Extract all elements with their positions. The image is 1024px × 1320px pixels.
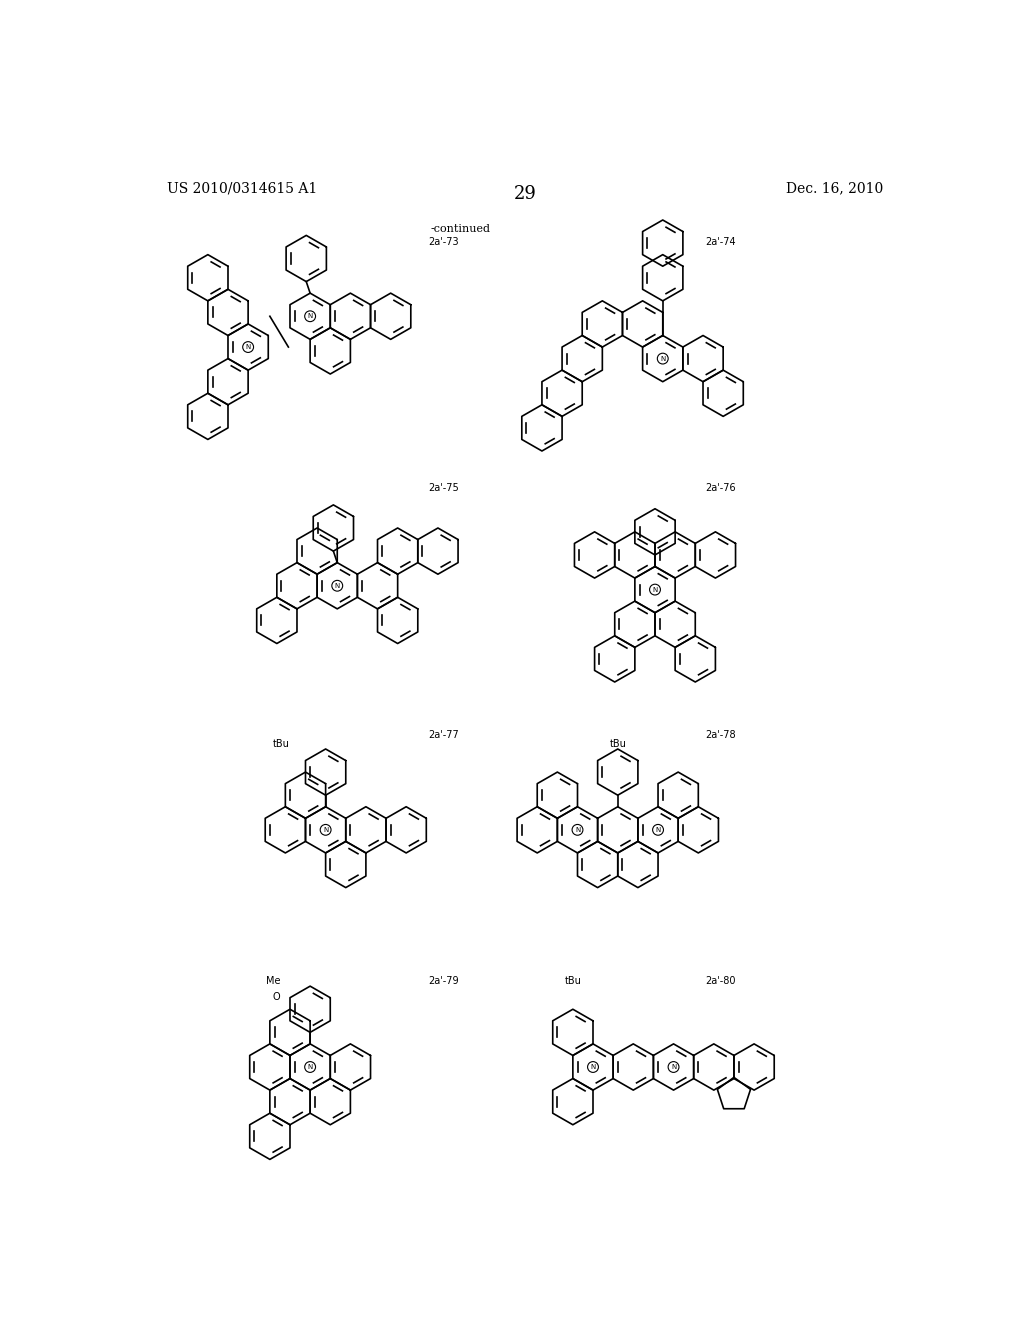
Text: tBu: tBu [564, 977, 582, 986]
Text: 2a'-74: 2a'-74 [706, 238, 736, 247]
Text: 2a'-80: 2a'-80 [706, 977, 736, 986]
Text: N: N [652, 586, 657, 593]
Text: N: N [671, 1064, 676, 1071]
Text: N: N [307, 313, 312, 319]
Text: 2a'-76: 2a'-76 [706, 483, 736, 494]
Text: 2a'-75: 2a'-75 [429, 483, 460, 494]
Text: tBu: tBu [273, 739, 290, 748]
Text: US 2010/0314615 A1: US 2010/0314615 A1 [167, 182, 317, 195]
Text: tBu: tBu [609, 739, 627, 748]
Text: 2a'-79: 2a'-79 [429, 977, 460, 986]
Text: N: N [591, 1064, 596, 1071]
Text: N: N [323, 826, 329, 833]
Text: N: N [307, 1064, 312, 1071]
Text: 29: 29 [513, 185, 537, 203]
Text: N: N [574, 826, 581, 833]
Text: Me: Me [266, 977, 281, 986]
Text: 2a'-78: 2a'-78 [706, 730, 736, 739]
Text: N: N [655, 826, 660, 833]
Text: -continued: -continued [430, 224, 490, 234]
Text: N: N [660, 355, 666, 362]
Text: 2a'-73: 2a'-73 [429, 238, 460, 247]
Text: N: N [246, 345, 251, 350]
Text: 2a'-77: 2a'-77 [429, 730, 460, 739]
Text: Dec. 16, 2010: Dec. 16, 2010 [785, 182, 883, 195]
Text: O: O [272, 993, 280, 1002]
Text: N: N [335, 582, 340, 589]
